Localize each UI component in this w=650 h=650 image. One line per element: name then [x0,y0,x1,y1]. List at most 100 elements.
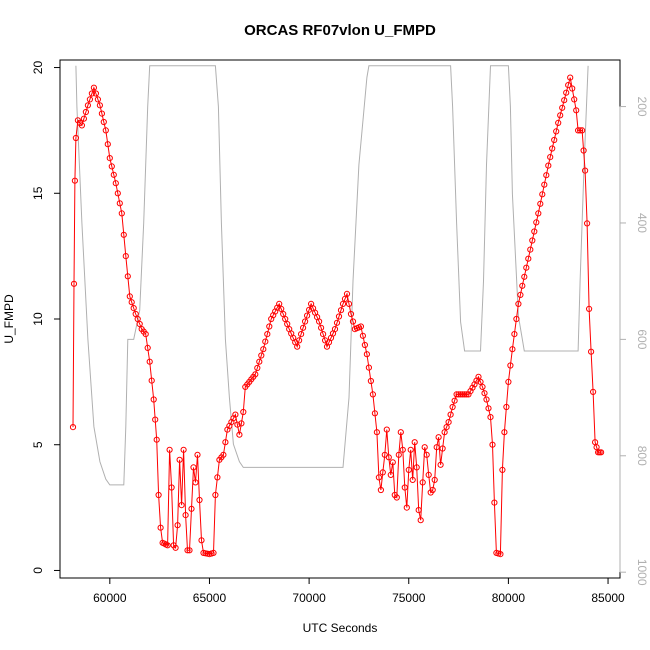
data-point [110,171,117,178]
data-point [443,424,450,431]
data-point [300,324,307,331]
data-point [586,305,593,312]
data-point [337,307,345,314]
data-point [98,110,106,117]
data-point [69,424,77,431]
data-point [70,280,78,287]
data-point [157,524,164,531]
data-point [421,444,428,451]
y2-tick-label: 400 [635,213,649,233]
data-point [298,331,305,338]
data-point [567,74,574,81]
data-point [539,191,546,198]
x-axis: 60000 65000 70000 75000 80000 85000 [93,577,625,605]
data-point [553,128,560,135]
y2-tick-label: 600 [635,329,649,349]
data-point [192,479,199,486]
data-point [403,504,410,511]
data-point [122,253,129,260]
data-point [182,512,189,519]
data-point [341,295,349,302]
y2-tick-label: 1000 [635,559,649,586]
data-point [491,499,498,506]
data-point [132,310,139,318]
data-point [551,136,558,144]
data-point [531,228,538,235]
data-point [461,391,468,398]
data-point [153,436,160,443]
data-point [373,429,380,436]
data-point [112,180,119,187]
data-point [525,255,532,262]
data-point [423,451,430,458]
chart-title: ORCAS RF07vlon U_FMPD [244,22,436,39]
x-tick-label: 60000 [93,591,127,605]
data-point [413,464,420,471]
data-point [152,416,159,423]
data-point [210,549,217,557]
data-point [339,300,347,307]
data-point [505,378,512,385]
y-tick-label: 20 [31,61,45,75]
data-point [545,162,552,169]
data-point [331,326,339,333]
data-point [579,127,586,134]
data-point [240,408,247,416]
data-point [284,320,291,328]
data-point [104,141,111,148]
data-point [335,313,343,320]
data-point [481,390,488,397]
data-point [523,264,530,271]
data-point [485,405,492,412]
data-point [316,318,323,325]
data-point [447,411,454,418]
data-point [347,310,355,318]
data-point [411,439,418,446]
data-point [92,90,100,97]
data-point [80,115,88,122]
data-point [359,332,366,339]
data-point [194,451,201,458]
data-point [84,102,92,109]
data-point [124,273,131,280]
data-point [280,310,287,318]
data-point [441,429,448,436]
data-point [220,451,227,458]
data-point [465,391,472,398]
data-point [584,220,591,227]
data-point [449,403,456,411]
data-point [282,315,289,323]
data-point [455,391,462,398]
data-point [429,486,436,494]
data-point [580,147,587,154]
data-point [519,282,526,289]
data-point [94,96,102,103]
data-point [582,167,589,174]
data-point [264,331,271,338]
data-point [487,414,494,421]
data-point [164,542,171,549]
data-point [433,444,440,451]
data-point [575,127,582,134]
data-point [565,82,572,89]
data-point [232,411,239,418]
data-point [365,364,372,371]
u-fmpd-line [72,77,602,555]
y-tick-label: 15 [31,186,45,200]
data-point [276,300,283,307]
data-point [86,96,94,103]
data-point [457,391,464,398]
data-point [437,461,444,468]
data-point [451,397,458,404]
data-point [511,331,518,338]
data-point [96,102,104,109]
data-point [509,346,516,353]
data-point [114,190,121,197]
data-point [387,471,394,478]
data-point [136,320,143,328]
data-point [489,441,496,448]
data-point [180,446,187,453]
data-point [178,502,185,509]
data-point [383,426,390,433]
